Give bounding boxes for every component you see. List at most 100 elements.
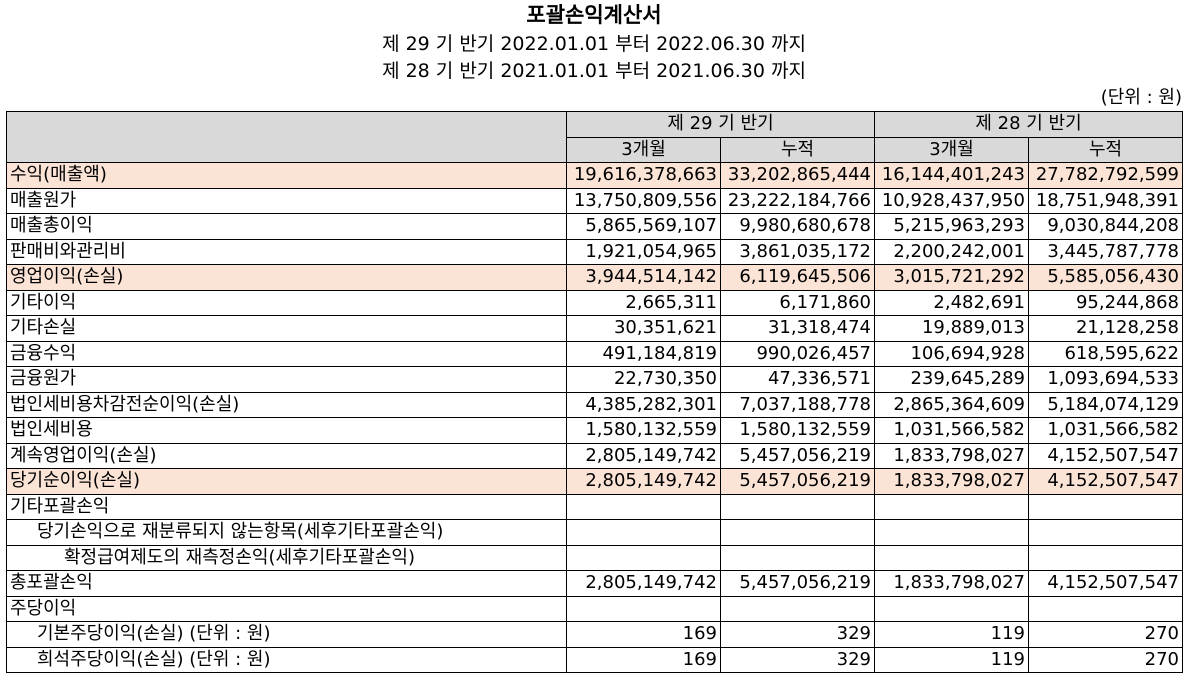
row-label: 기본주당이익(손실) (단위 : 원) (6, 621, 567, 648)
value-cell: 5,865,569,107 (566, 213, 721, 240)
value-cell: 6,119,645,506 (720, 264, 875, 291)
row-label: 계속영업이익(손실) (6, 442, 567, 469)
value-cell: 2,200,242,001 (874, 238, 1029, 265)
table-row: 기본주당이익(손실) (단위 : 원) 169 329 119 270 (6, 621, 1183, 648)
value-cell: 47,336,571 (720, 366, 875, 393)
value-cell (1028, 493, 1183, 520)
value-cell: 491,184,819 (566, 340, 721, 367)
value-cell: 3,445,787,778 (1028, 238, 1183, 265)
row-label: 금융수익 (6, 340, 567, 367)
value-cell: 1,580,132,559 (566, 417, 721, 444)
value-cell (874, 493, 1029, 520)
value-cell: 329 (720, 621, 875, 648)
value-cell: 33,202,865,444 (720, 162, 875, 189)
header-row-periods: 제 29 기 반기 제 28 기 반기 (6, 111, 1183, 163)
value-cell: 1,833,798,027 (874, 570, 1029, 597)
value-cell: 329 (720, 646, 875, 673)
header-current-3m: 3개월 (566, 136, 721, 163)
value-cell: 1,833,798,027 (874, 442, 1029, 469)
value-cell: 5,457,056,219 (720, 468, 875, 495)
header-blank-cell (6, 111, 567, 163)
value-cell (720, 493, 875, 520)
table-row: 확정급여제도의 재측정손익(세후기타포괄손익) (6, 544, 1183, 571)
value-cell: 2,805,149,742 (566, 468, 721, 495)
table-row: 판매비와관리비 1,921,054,965 3,861,035,172 2,200,2… (6, 238, 1183, 265)
header-prior-3m: 3개월 (874, 136, 1029, 163)
value-cell (566, 544, 721, 571)
row-label: 매출원가 (6, 187, 567, 214)
value-cell (720, 544, 875, 571)
value-cell: 22,730,350 (566, 366, 721, 393)
table-row: 계속영업이익(손실) 2,805,149,742 5,457,056,219 1,83… (6, 442, 1183, 469)
value-cell: 1,031,566,582 (1028, 417, 1183, 444)
table-row: 수익(매출액) 19,616,378,663 33,202,865,444 16,14… (6, 162, 1183, 189)
value-cell (1028, 544, 1183, 571)
row-label: 수익(매출액) (6, 162, 567, 189)
value-cell: 1,580,132,559 (720, 417, 875, 444)
row-label: 희석주당이익(손실) (단위 : 원) (6, 646, 567, 673)
row-label: 기타손실 (6, 315, 567, 342)
value-cell (1028, 595, 1183, 622)
table-row: 영업이익(손실) 3,944,514,142 6,119,645,506 3,015,… (6, 264, 1183, 291)
value-cell: 4,152,507,547 (1028, 468, 1183, 495)
value-cell: 3,944,514,142 (566, 264, 721, 291)
row-label: 총포괄손익 (6, 570, 567, 597)
value-cell: 7,037,188,778 (720, 391, 875, 418)
value-cell: 10,928,437,950 (874, 187, 1029, 214)
value-cell (566, 493, 721, 520)
row-label: 기타이익 (6, 289, 567, 316)
row-label: 판매비와관리비 (6, 238, 567, 265)
header-current-cum: 누적 (720, 136, 875, 163)
value-cell: 4,385,282,301 (566, 391, 721, 418)
value-cell: 5,457,056,219 (720, 570, 875, 597)
value-cell: 4,152,507,547 (1028, 442, 1183, 469)
row-label: 법인세비용차감전순이익(손실) (6, 391, 567, 418)
value-cell (720, 595, 875, 622)
value-cell (874, 544, 1029, 571)
row-label: 확정급여제도의 재측정손익(세후기타포괄손익) (6, 544, 567, 571)
value-cell: 1,833,798,027 (874, 468, 1029, 495)
value-cell: 2,482,691 (874, 289, 1029, 316)
table-row: 당기손익으로 재분류되지 않는항목(세후기타포괄손익) (6, 519, 1183, 546)
table-row: 금융원가 22,730,350 47,336,571 239,645,289 1,093… (6, 366, 1183, 393)
value-cell: 119 (874, 646, 1029, 673)
value-cell: 23,222,184,766 (720, 187, 875, 214)
table-row: 총포괄손익 2,805,149,742 5,457,056,219 1,833,798… (6, 570, 1183, 597)
header-prior-period: 제 28 기 반기 (874, 111, 1183, 138)
value-cell: 2,805,149,742 (566, 570, 721, 597)
table-row: 희석주당이익(손실) (단위 : 원) 169 329 119 270 (6, 646, 1183, 673)
income-statement-table: 제 29 기 반기 제 28 기 반기 3개월 누적 3개월 누적 수익(매출액… (6, 111, 1183, 673)
value-cell: 2,865,364,609 (874, 391, 1029, 418)
value-cell: 16,144,401,243 (874, 162, 1029, 189)
value-cell: 5,215,963,293 (874, 213, 1029, 240)
row-label: 매출총이익 (6, 213, 567, 240)
row-label: 당기손익으로 재분류되지 않는항목(세후기타포괄손익) (6, 519, 567, 546)
value-cell: 21,128,258 (1028, 315, 1183, 342)
value-cell (566, 595, 721, 622)
value-cell: 30,351,621 (566, 315, 721, 342)
value-cell: 31,318,474 (720, 315, 875, 342)
value-cell: 4,152,507,547 (1028, 570, 1183, 597)
row-label: 영업이익(손실) (6, 264, 567, 291)
value-cell (1028, 519, 1183, 546)
value-cell: 3,861,035,172 (720, 238, 875, 265)
table-row: 법인세비용 1,580,132,559 1,580,132,559 1,031,566… (6, 417, 1183, 444)
value-cell: 3,015,721,292 (874, 264, 1029, 291)
statement-title: 포괄손익계산서 (526, 3, 662, 27)
header-current-period: 제 29 기 반기 (566, 111, 875, 138)
table-row: 당기순이익(손실) 2,805,149,742 5,457,056,219 1,833… (6, 468, 1183, 495)
value-cell: 169 (566, 646, 721, 673)
value-cell: 95,244,868 (1028, 289, 1183, 316)
value-cell: 9,030,844,208 (1028, 213, 1183, 240)
header-prior-cum: 누적 (1028, 136, 1183, 163)
value-cell: 19,889,013 (874, 315, 1029, 342)
value-cell: 19,616,378,663 (566, 162, 721, 189)
value-cell: 2,665,311 (566, 289, 721, 316)
value-cell: 239,645,289 (874, 366, 1029, 393)
value-cell: 169 (566, 621, 721, 648)
table-row: 기타손실 30,351,621 31,318,474 19,889,013 21,128… (6, 315, 1183, 342)
value-cell: 270 (1028, 646, 1183, 673)
statement-body: 수익(매출액) 19,616,378,663 33,202,865,444 16,14… (6, 162, 1183, 673)
value-cell: 6,171,860 (720, 289, 875, 316)
value-cell: 1,921,054,965 (566, 238, 721, 265)
